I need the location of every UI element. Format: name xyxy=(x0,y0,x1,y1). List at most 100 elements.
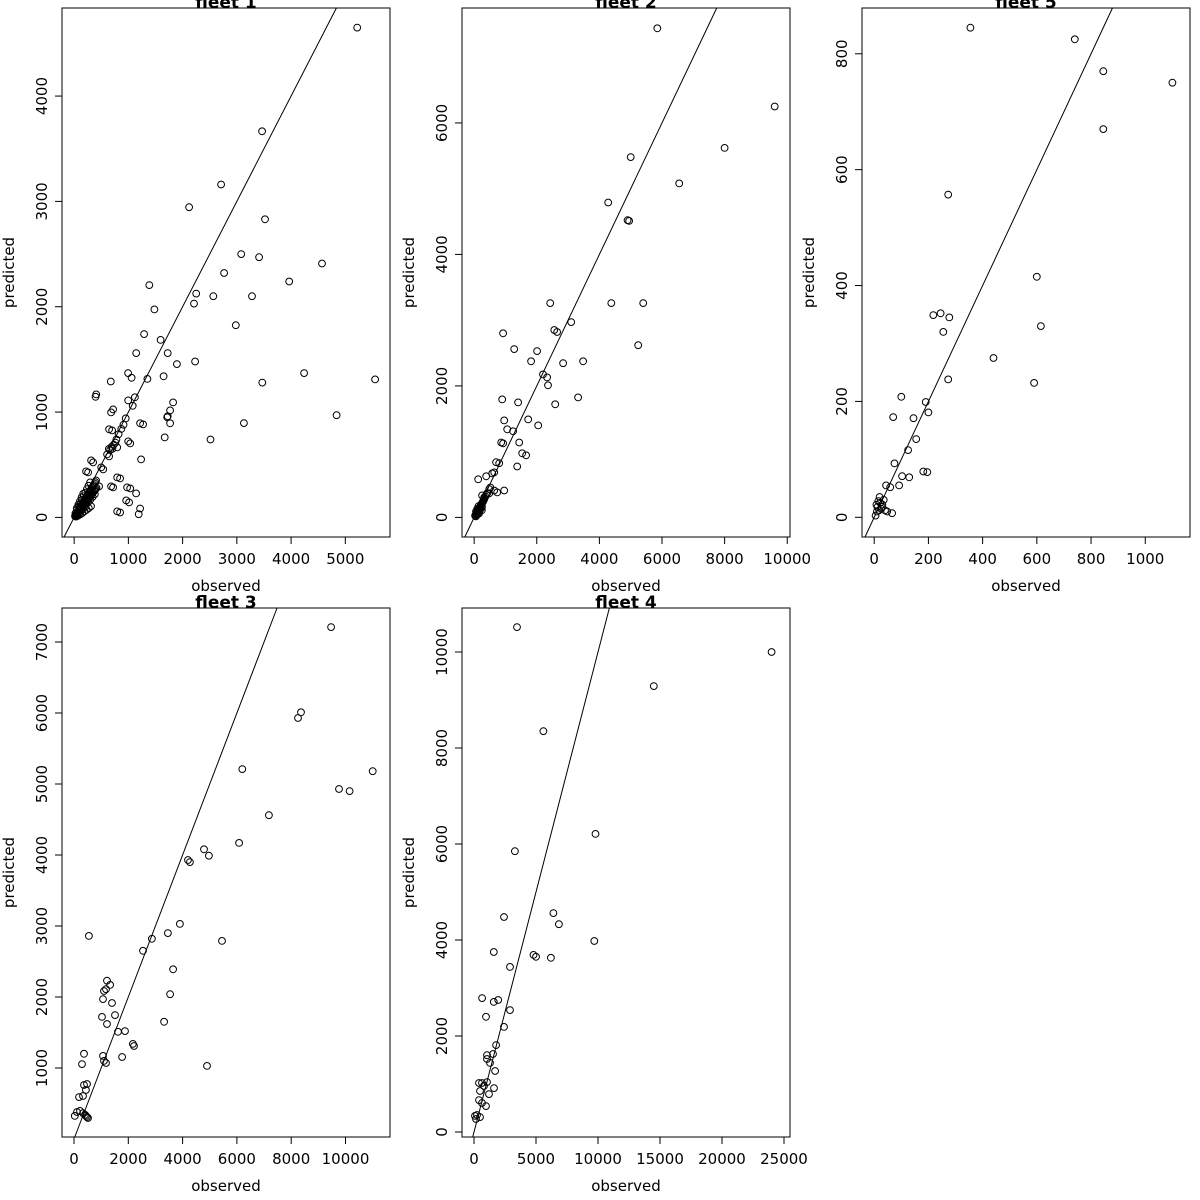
data-point xyxy=(136,504,145,513)
x-tick-label: 0 xyxy=(469,550,479,568)
data-point xyxy=(185,203,194,212)
data-point xyxy=(166,990,175,999)
data-point xyxy=(506,1006,514,1015)
data-point xyxy=(527,357,536,366)
data-point xyxy=(192,289,201,298)
data-point xyxy=(125,498,134,507)
data-point xyxy=(137,455,146,464)
data-point xyxy=(534,421,543,430)
plot-box xyxy=(61,607,391,1138)
panel-fleet-3: 0 2000 4000 6000 8000 10000 1000 2000 3000 4000 50… xyxy=(0,593,400,1200)
data-point xyxy=(498,395,507,404)
data-point xyxy=(118,1053,126,1061)
data-point xyxy=(543,373,552,382)
x-tick-label: 4000 xyxy=(164,1150,202,1168)
y-tick-label: 600 xyxy=(833,155,851,184)
data-point xyxy=(532,952,540,961)
y-axis-label: predicted xyxy=(800,237,818,308)
data-point xyxy=(117,425,126,433)
y-tick-label: 8000 xyxy=(433,729,451,767)
data-point xyxy=(500,913,508,921)
data-point xyxy=(485,485,494,494)
chart-title: fleet 5 xyxy=(995,0,1057,13)
data-point xyxy=(607,299,616,308)
data-point xyxy=(490,468,499,477)
data-point xyxy=(99,1052,107,1060)
data-point xyxy=(265,811,273,820)
x-tick-label: 5000 xyxy=(517,1150,555,1168)
data-point xyxy=(476,1087,484,1095)
data-point xyxy=(258,127,267,136)
data-point xyxy=(533,347,542,356)
data-point xyxy=(220,269,229,277)
data-point xyxy=(91,486,99,494)
data-point xyxy=(890,459,899,468)
data-point xyxy=(590,937,599,945)
chart-title: fleet 4 xyxy=(595,593,657,613)
data-point xyxy=(989,354,998,362)
data-point xyxy=(912,435,921,444)
data-point xyxy=(84,498,93,507)
data-point xyxy=(109,405,117,414)
x-tick-label: 10000 xyxy=(763,550,811,568)
data-point xyxy=(881,506,889,515)
data-point xyxy=(318,259,326,268)
data-point xyxy=(882,481,890,490)
data-point xyxy=(139,946,147,955)
data-point xyxy=(514,398,522,407)
data-point xyxy=(871,511,880,520)
identity-line xyxy=(74,607,278,1138)
data-point xyxy=(294,714,302,722)
data-point xyxy=(492,1041,500,1050)
data-point xyxy=(634,341,643,350)
data-point xyxy=(335,785,343,793)
data-point xyxy=(108,999,116,1007)
data-point xyxy=(109,483,117,492)
data-point xyxy=(966,23,975,32)
y-tick-label: 4000 xyxy=(33,77,51,115)
data-point xyxy=(90,490,99,499)
data-point xyxy=(923,468,932,477)
data-point xyxy=(258,378,267,387)
y-tick-label: 1000 xyxy=(33,393,51,431)
data-point xyxy=(476,1113,484,1121)
data-point xyxy=(485,1090,493,1099)
x-tick-label: 2000 xyxy=(164,550,202,568)
data-point xyxy=(87,456,95,465)
panel-fleet-2: 0 2000 4000 6000 8000 10000 0 2000 4000 6000 fleet… xyxy=(400,0,811,600)
x-tick-label: 4000 xyxy=(272,550,310,568)
data-point xyxy=(371,375,380,384)
data-point xyxy=(159,372,168,381)
x-tick-label: 20000 xyxy=(698,1150,746,1168)
data-point xyxy=(285,277,294,286)
fleet-5-chart: 0 200 400 600 800 1000 0 200 400 600 800 fleet 5 obs… xyxy=(800,0,1191,595)
data-point xyxy=(500,486,509,495)
data-point xyxy=(83,1113,91,1121)
data-point xyxy=(248,292,256,301)
x-tick-label: 10000 xyxy=(322,1150,370,1168)
chart-title: fleet 3 xyxy=(195,593,257,613)
data-point xyxy=(489,998,498,1006)
x-tick-label: 600 xyxy=(1023,550,1052,568)
data-point xyxy=(591,830,600,838)
data-point xyxy=(904,446,912,455)
data-point xyxy=(126,439,135,448)
data-point xyxy=(124,437,133,446)
data-point xyxy=(218,937,226,945)
data-point xyxy=(156,336,165,344)
data-point xyxy=(1037,322,1045,331)
data-point xyxy=(888,509,896,518)
data-point xyxy=(944,375,953,384)
data-point xyxy=(127,373,136,382)
y-tick-label: 2000 xyxy=(33,978,51,1016)
data-point xyxy=(489,948,498,956)
data-point xyxy=(555,920,563,929)
data-point xyxy=(261,215,269,224)
data-point xyxy=(486,483,495,492)
data-point xyxy=(649,682,658,690)
data-point xyxy=(767,648,776,656)
data-point xyxy=(547,953,555,962)
data-point xyxy=(506,963,514,971)
x-tick-label: 2000 xyxy=(109,1150,147,1168)
data-point xyxy=(100,987,108,995)
